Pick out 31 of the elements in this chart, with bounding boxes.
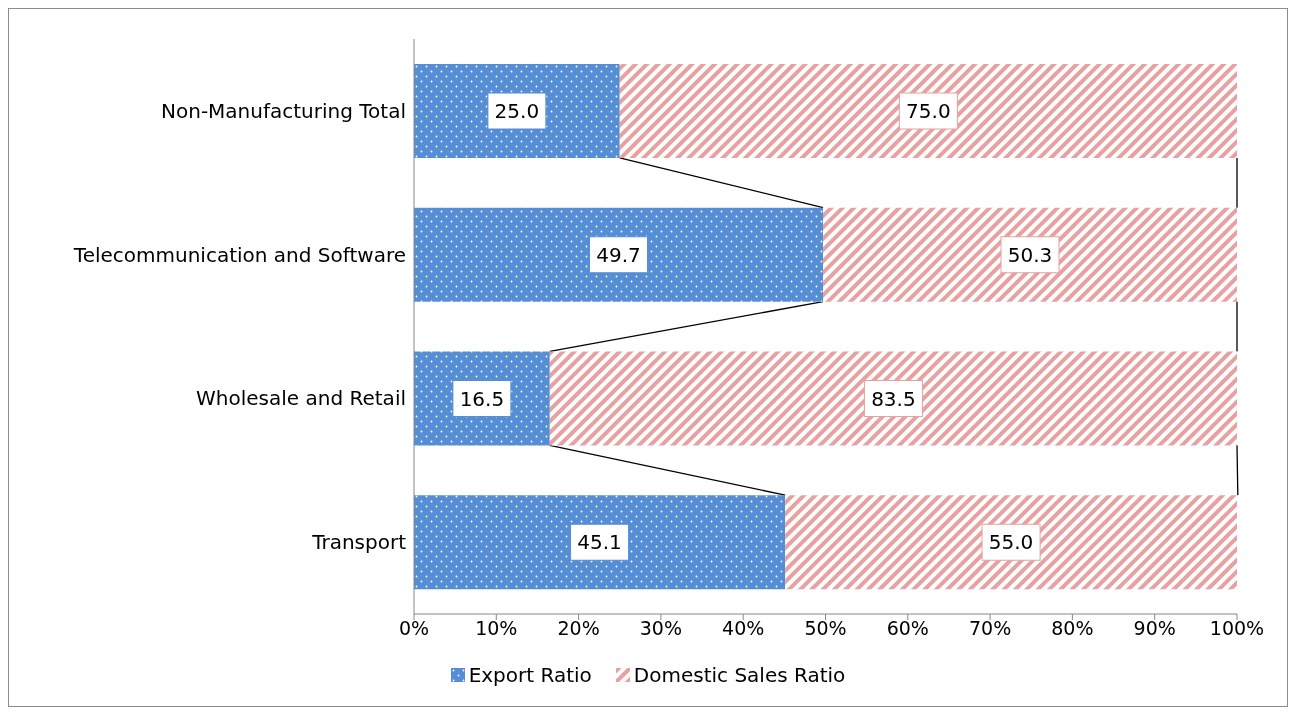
x-tick-label: 40% xyxy=(722,617,765,640)
x-tick-label: 70% xyxy=(968,617,1012,640)
data-label: 50.3 xyxy=(1007,242,1053,267)
x-tick-label: 60% xyxy=(886,617,929,640)
bar xyxy=(549,351,1237,446)
x-tick-label: 30% xyxy=(639,617,683,640)
data-label: 75.0 xyxy=(906,99,951,123)
y-tick-label: Non-Manufacturing Total xyxy=(161,98,406,123)
x-tick-label: 90% xyxy=(1133,617,1176,640)
y-tick-label: Transport xyxy=(311,530,407,555)
y-tick-label: Telecommunication and Software xyxy=(72,242,406,267)
x-tick-label: 50% xyxy=(804,617,847,640)
data-label: 25.0 xyxy=(494,99,540,123)
x-tick-label: 100% xyxy=(1209,617,1265,640)
data-label: 49.7 xyxy=(596,242,641,267)
bar xyxy=(785,495,1237,590)
x-tick-label: 0% xyxy=(398,617,430,640)
bar xyxy=(619,64,1237,158)
x-tick-label: 20% xyxy=(557,617,600,640)
data-label: 83.5 xyxy=(871,386,916,411)
legend-label: Domestic Sales Ratio xyxy=(632,663,846,687)
x-tick-label: 10% xyxy=(475,617,518,640)
data-label: 45.1 xyxy=(577,530,622,555)
data-label: 16.5 xyxy=(459,386,505,411)
y-tick-label: Wholesale and Retail xyxy=(196,386,406,411)
bar xyxy=(414,495,786,590)
data-label: 55.0 xyxy=(988,530,1034,555)
legend-label: Export Ratio xyxy=(467,663,592,687)
bar xyxy=(414,207,824,302)
x-tick-label: 80% xyxy=(1051,617,1094,640)
bar xyxy=(823,207,1237,302)
